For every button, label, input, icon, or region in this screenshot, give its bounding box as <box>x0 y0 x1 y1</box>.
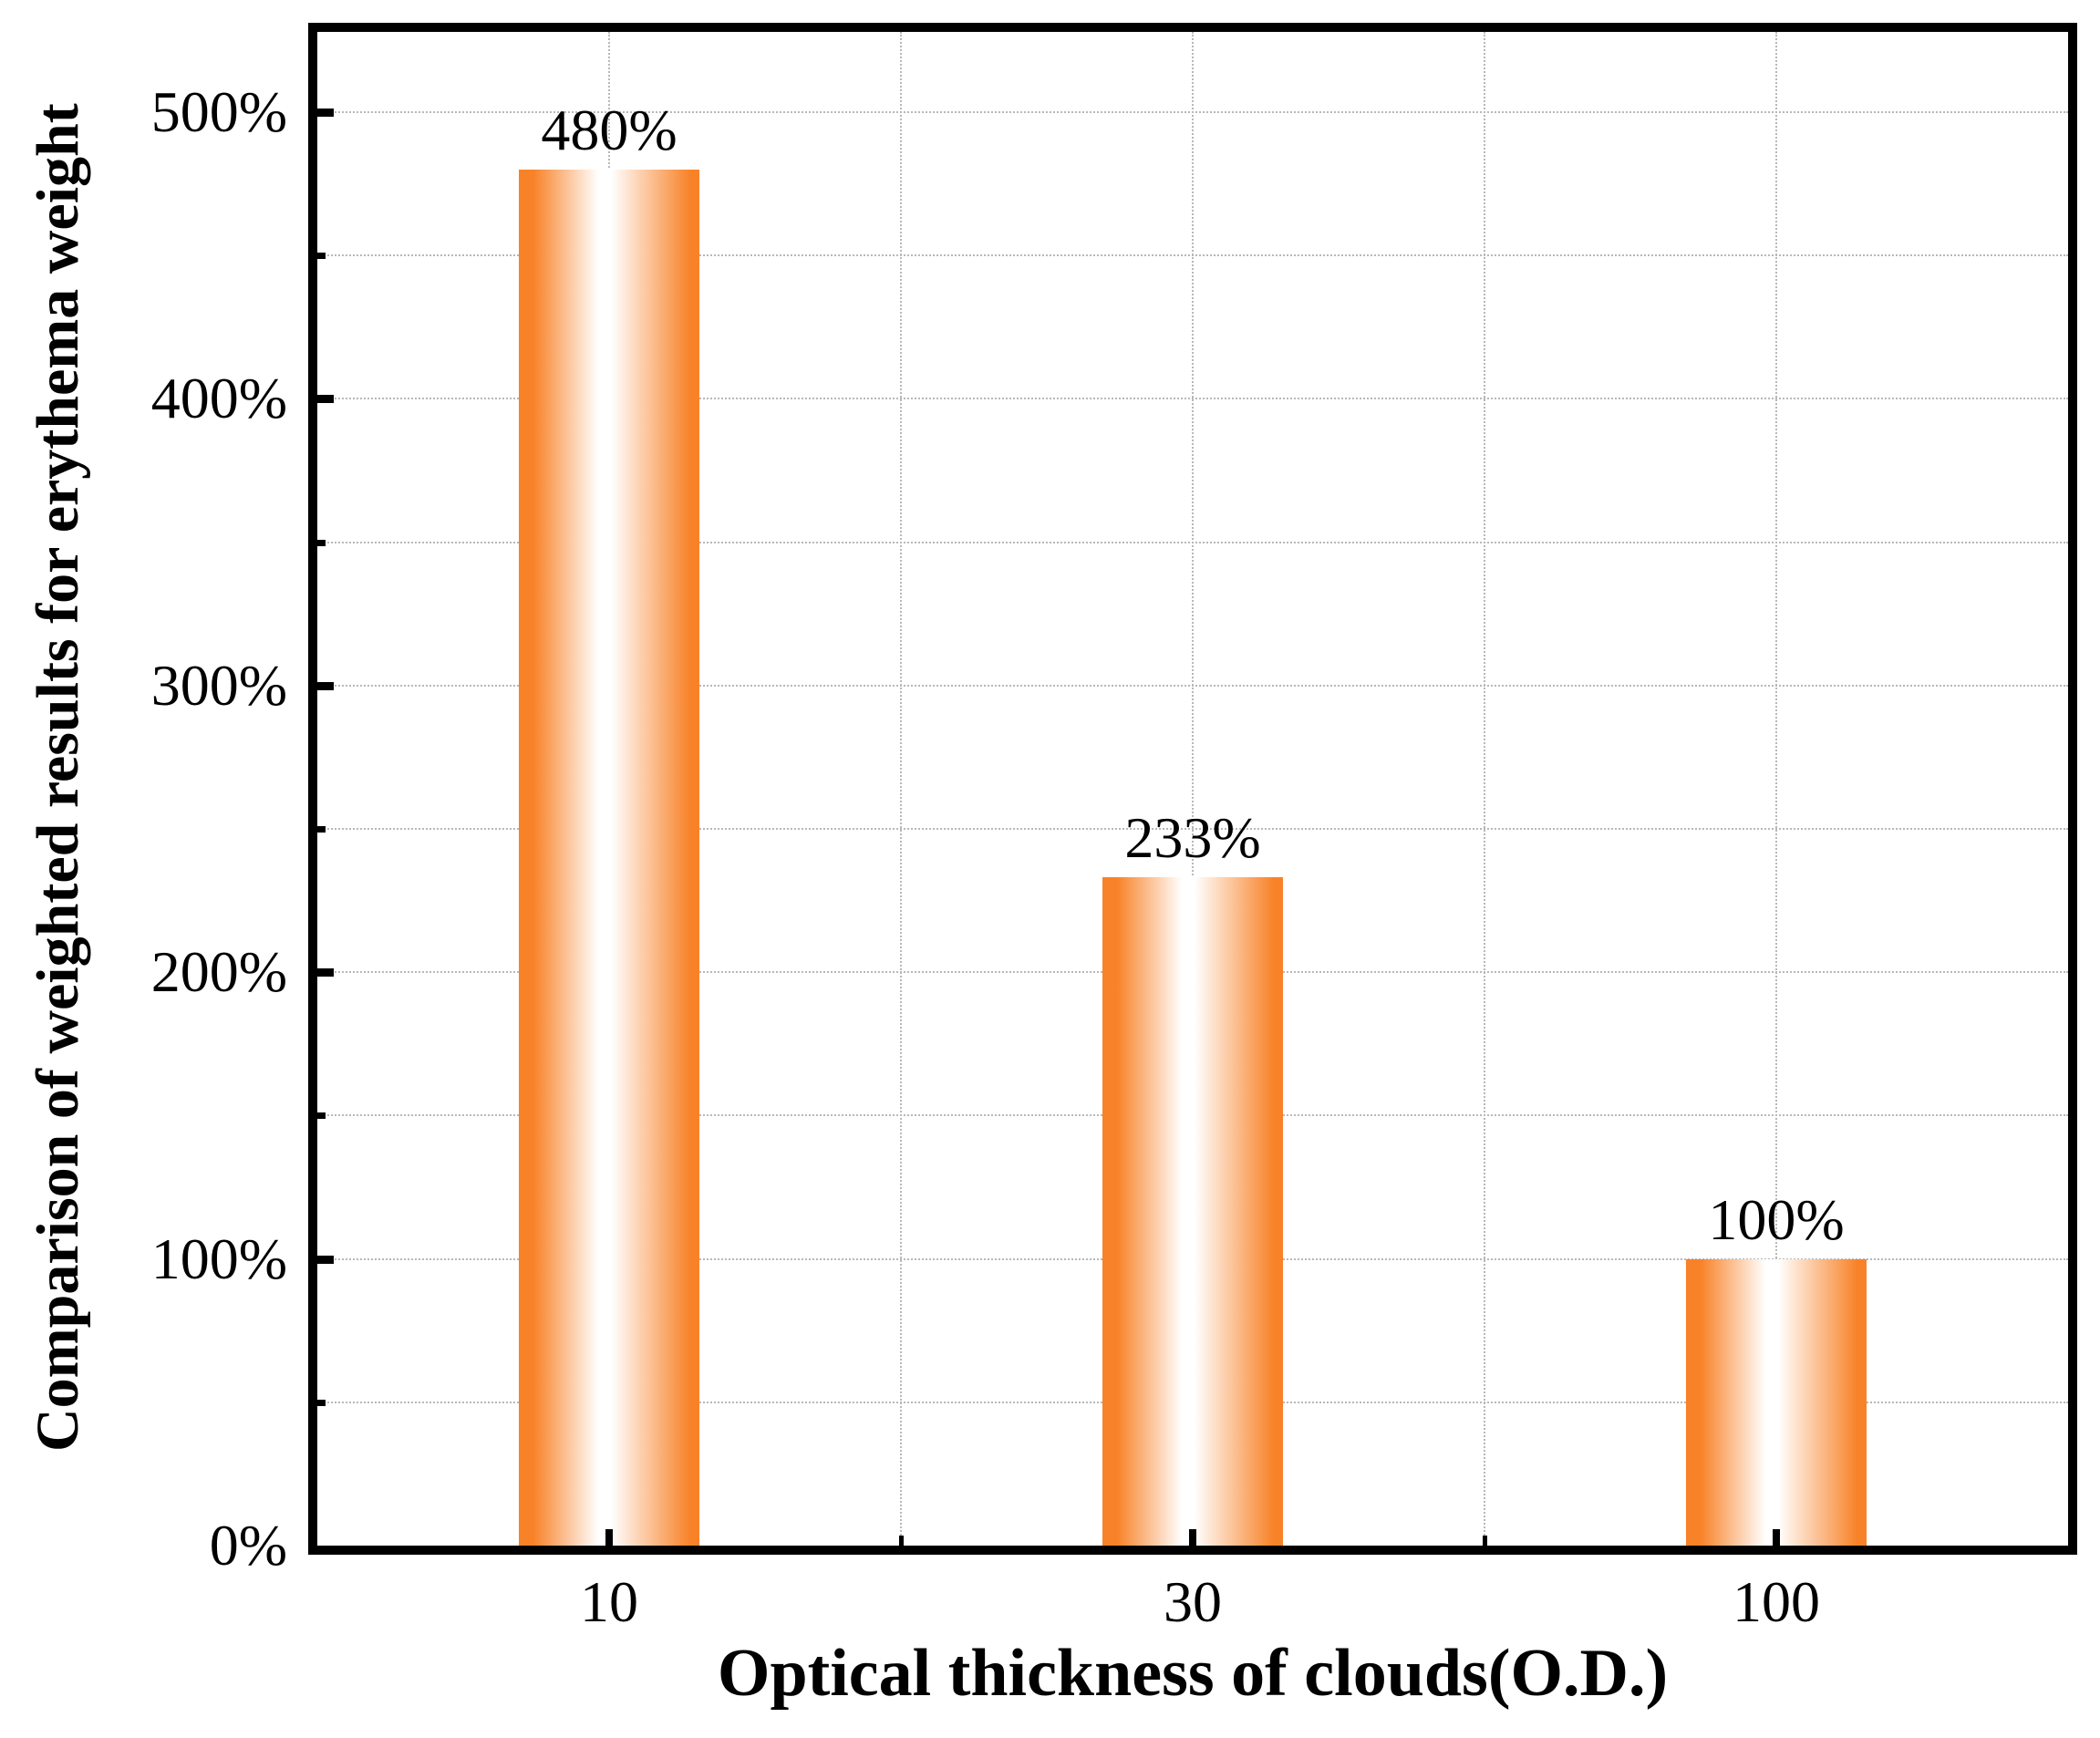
x-tick-label: 100 <box>1733 1569 1820 1634</box>
y-tick-label: 400% <box>150 366 287 430</box>
bar-value-label: 480% <box>541 98 678 162</box>
y-minor-tick <box>317 826 326 833</box>
y-major-tick <box>317 109 334 117</box>
y-tick-label: 500% <box>150 79 287 144</box>
bar <box>519 170 699 1546</box>
x-minor-tick <box>1483 1536 1487 1546</box>
x-major-tick <box>605 1529 613 1546</box>
y-minor-tick <box>317 540 326 546</box>
y-tick-label: 0% <box>209 1513 287 1578</box>
v-gridline <box>1484 32 1485 1546</box>
v-gridline <box>1775 32 1777 1546</box>
y-major-tick <box>317 1256 334 1264</box>
x-axis-title: Optical thickness of clouds(O.D.) <box>717 1636 1669 1711</box>
y-tick-label: 300% <box>150 653 287 718</box>
x-tick-label: 30 <box>1164 1569 1222 1634</box>
plot-area-frame <box>308 23 2077 1555</box>
y-major-tick <box>317 395 334 403</box>
bar-value-label: 100% <box>1708 1187 1845 1252</box>
y-major-tick <box>317 682 334 690</box>
y-axis-title: Comparison of weighted results for eryth… <box>25 103 91 1452</box>
v-gridline <box>900 32 902 1546</box>
v-gridline <box>1192 32 1194 1546</box>
y-tick-label: 100% <box>150 1226 287 1291</box>
bar-value-label: 233% <box>1124 805 1261 870</box>
y-tick-label: 200% <box>150 939 287 1004</box>
x-major-tick <box>1773 1529 1780 1546</box>
y-major-tick <box>317 968 334 977</box>
y-minor-tick <box>317 1112 326 1119</box>
y-minor-tick <box>317 253 326 259</box>
x-major-tick <box>1189 1529 1196 1546</box>
bar <box>1102 877 1283 1546</box>
bar <box>1686 1259 1867 1546</box>
x-minor-tick <box>899 1536 904 1546</box>
x-tick-label: 10 <box>580 1569 638 1634</box>
y-minor-tick <box>317 1400 326 1406</box>
